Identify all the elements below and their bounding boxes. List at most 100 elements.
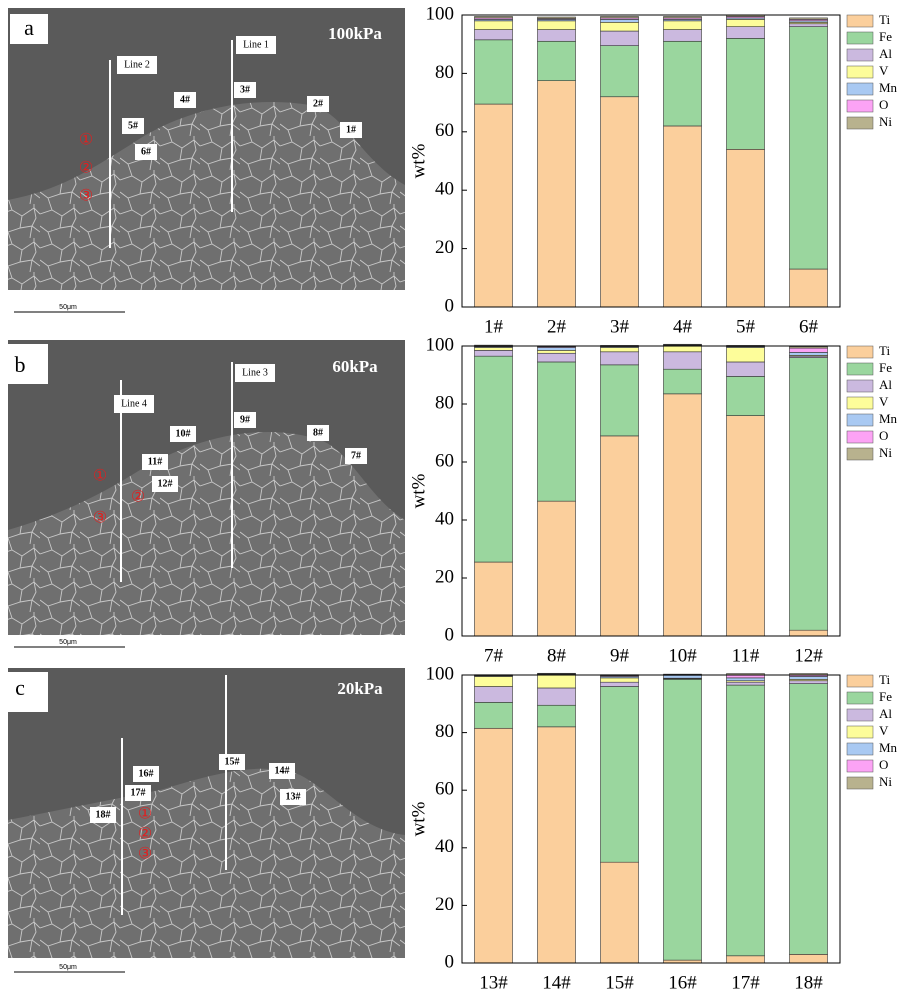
bar-segment bbox=[537, 347, 576, 351]
y-tick-label: 80 bbox=[435, 392, 454, 413]
bar-segment bbox=[537, 704, 576, 728]
bar-segment bbox=[474, 350, 513, 357]
line-label: Line 4 bbox=[121, 398, 147, 409]
legend-label: Al bbox=[879, 706, 892, 721]
point-label: 18# bbox=[96, 809, 111, 820]
bar-segment bbox=[474, 39, 513, 105]
bar-segment bbox=[537, 16, 576, 19]
bar-segment bbox=[663, 368, 702, 395]
y-tick-label: 100 bbox=[426, 334, 455, 355]
scale-bar: 50μm bbox=[59, 639, 77, 646]
bar-segment bbox=[537, 20, 576, 30]
bar-segment bbox=[600, 30, 639, 46]
legend-swatch bbox=[846, 413, 874, 427]
y-axis-label: wt% bbox=[408, 801, 429, 836]
legend-swatch bbox=[846, 362, 874, 376]
y-tick-label: 100 bbox=[426, 3, 455, 24]
point-label: 1# bbox=[346, 124, 356, 135]
legend-swatch bbox=[846, 725, 874, 739]
marker: ① bbox=[93, 468, 107, 485]
bar-segment bbox=[789, 26, 828, 270]
legend-swatch bbox=[846, 708, 874, 722]
sem-image-c: c 20kPa 13# 14# 15# 16# 17# 18# ① ② ③ 50… bbox=[8, 668, 405, 973]
y-tick-label: 40 bbox=[435, 508, 454, 529]
bar-segment bbox=[474, 676, 513, 687]
bar-segment bbox=[537, 726, 576, 964]
bar-segment bbox=[474, 702, 513, 729]
y-tick-label: 40 bbox=[435, 836, 454, 857]
bar-segment bbox=[663, 29, 702, 42]
bar-segment bbox=[663, 125, 702, 308]
legend-label: V bbox=[879, 394, 889, 409]
y-tick-label: 0 bbox=[445, 624, 455, 645]
legend-label: Al bbox=[879, 377, 892, 392]
bar-segment bbox=[663, 343, 702, 346]
y-tick-label: 40 bbox=[435, 179, 454, 200]
bar-segment bbox=[789, 680, 828, 684]
sem-image-a: a 100kPa Line 1 Line 2 1# 2# 3# 4# 5# 6#… bbox=[8, 8, 405, 313]
x-tick-label: 13# bbox=[479, 972, 508, 993]
legend-swatch bbox=[846, 48, 874, 62]
legend-label: O bbox=[879, 97, 888, 112]
y-tick-label: 20 bbox=[435, 237, 454, 258]
bar-segment bbox=[789, 357, 828, 631]
y-tick-label: 20 bbox=[435, 894, 454, 915]
x-tick-label: 17# bbox=[731, 972, 760, 993]
marker: ① bbox=[79, 132, 93, 149]
x-tick-label: 5# bbox=[736, 316, 756, 337]
x-tick-label: 3# bbox=[610, 316, 630, 337]
bar-segment bbox=[663, 16, 702, 19]
point-label: 11# bbox=[148, 456, 162, 467]
marker: ③ bbox=[93, 510, 107, 527]
y-tick-label: 0 bbox=[445, 951, 455, 972]
legend-swatch bbox=[846, 430, 874, 444]
bar-segment bbox=[663, 345, 702, 353]
x-tick-label: 9# bbox=[610, 645, 630, 666]
pressure-label: 20kPa bbox=[337, 679, 383, 698]
legend-swatch bbox=[846, 31, 874, 45]
y-tick-label: 60 bbox=[435, 450, 454, 471]
bar-segment bbox=[474, 355, 513, 563]
point-label: 17# bbox=[131, 787, 146, 798]
bar-segment bbox=[474, 727, 513, 964]
point-label: 12# bbox=[158, 478, 173, 489]
bar-segment bbox=[789, 676, 828, 680]
x-tick-label: 15# bbox=[605, 972, 634, 993]
point-label: 13# bbox=[286, 791, 301, 802]
line-label: Line 1 bbox=[243, 39, 269, 50]
plot-frame bbox=[461, 674, 841, 964]
bar-segment bbox=[726, 677, 765, 682]
panel-label: c bbox=[15, 675, 25, 700]
point-label: 6# bbox=[141, 146, 151, 157]
bar-segment bbox=[726, 684, 765, 957]
bar-segment bbox=[537, 29, 576, 42]
bar-segment bbox=[663, 679, 702, 961]
marker: ② bbox=[138, 826, 152, 843]
bar-segment bbox=[600, 19, 639, 23]
x-tick-label: 11# bbox=[732, 645, 760, 666]
bar-segment bbox=[600, 347, 639, 353]
bar-segment bbox=[474, 561, 513, 637]
bar-segment bbox=[474, 29, 513, 41]
y-axis-label: wt% bbox=[408, 473, 429, 508]
bar-segment bbox=[789, 17, 828, 20]
legend-swatch bbox=[846, 742, 874, 756]
bar-segment bbox=[537, 500, 576, 637]
panel-label: b bbox=[15, 352, 26, 377]
bar-segment bbox=[663, 40, 702, 127]
sem-image-b: b 60kPa Line 3 Line 4 7# 8# 9# 10# 11# 1… bbox=[8, 340, 405, 648]
line-label: Line 2 bbox=[124, 59, 150, 70]
bar-segment bbox=[600, 16, 639, 19]
bar-segment bbox=[789, 954, 828, 964]
bar-segment bbox=[663, 674, 702, 679]
legend-label: O bbox=[879, 757, 888, 772]
legend-swatch bbox=[846, 82, 874, 96]
legend-label: Mn bbox=[879, 80, 898, 95]
bar-segment bbox=[726, 26, 765, 39]
bar-segment bbox=[663, 351, 702, 370]
legend-label: Al bbox=[879, 46, 892, 61]
point-label: 2# bbox=[313, 98, 323, 109]
bar-segment bbox=[537, 361, 576, 502]
bar-segment bbox=[726, 149, 765, 308]
